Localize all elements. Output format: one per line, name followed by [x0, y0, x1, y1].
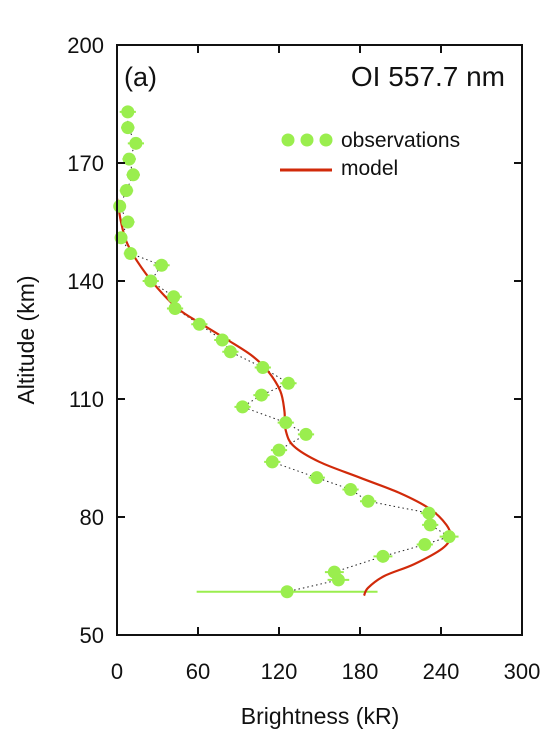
legend-observations-marker: [281, 133, 295, 147]
observation-point: [331, 573, 345, 587]
observation-point: [192, 317, 206, 331]
chart-ticks: 0 60 120 180 240 300 50 80 110 140 170 200: [67, 33, 540, 684]
observation-point: [265, 455, 279, 469]
observation-point: [167, 290, 181, 304]
observation-point: [254, 388, 268, 402]
y-tick-label: 170: [67, 151, 104, 176]
chart-title: OI 557.7 nm: [351, 61, 505, 92]
observation-point: [119, 184, 133, 198]
observation-point: [256, 361, 270, 375]
x-tick-label: 300: [504, 659, 541, 684]
observation-point: [281, 376, 295, 390]
observation-point: [422, 506, 436, 520]
observation-point: [126, 168, 140, 182]
observation-point: [344, 482, 358, 496]
y-tick-label: 110: [69, 387, 104, 412]
observation-point: [361, 494, 375, 508]
observation-point: [168, 302, 182, 316]
observation-point: [121, 215, 135, 229]
observation-point: [299, 427, 313, 441]
y-tick-label: 200: [67, 33, 104, 58]
panel-label: (a): [124, 62, 157, 92]
observation-point: [215, 333, 229, 347]
y-tick-label: 140: [67, 269, 104, 294]
observations-dotted-line: [119, 111, 451, 593]
x-tick-label: 0: [111, 659, 123, 684]
legend-observations-marker: [300, 133, 314, 147]
observation-point: [155, 258, 169, 272]
observation-point: [279, 416, 293, 430]
observation-point: [310, 471, 324, 485]
y-axis-label: Altitude (km): [13, 275, 39, 404]
x-tick-label: 60: [186, 659, 210, 684]
model-line: [115, 198, 452, 597]
legend: observations model: [280, 129, 460, 180]
observation-point: [223, 345, 237, 359]
observation-point: [121, 105, 135, 119]
x-tick-label: 240: [423, 659, 460, 684]
observation-point: [113, 199, 127, 213]
observation-point: [280, 585, 294, 599]
observation-point: [423, 518, 437, 532]
plot-frame: [116, 44, 523, 636]
observation-point: [124, 246, 137, 260]
observation-point: [442, 530, 456, 544]
observation-point: [122, 152, 136, 166]
observation-point: [376, 549, 390, 563]
x-tick-label: 180: [342, 659, 379, 684]
observation-point: [272, 443, 286, 457]
observation-point: [236, 400, 250, 414]
observation-point: [144, 274, 158, 288]
x-tick-label: 120: [261, 659, 298, 684]
observation-point: [418, 538, 432, 552]
y-tick-label: 50: [80, 623, 104, 648]
observation-point: [129, 136, 143, 150]
legend-observations-marker: [319, 133, 333, 147]
y-tick-label: 80: [80, 505, 104, 530]
x-axis-label: Brightness (kR): [241, 703, 399, 729]
legend-observations-label: observations: [341, 129, 460, 152]
observation-point: [121, 121, 135, 135]
legend-model-label: model: [341, 157, 398, 180]
chart-marks: [113, 105, 459, 599]
